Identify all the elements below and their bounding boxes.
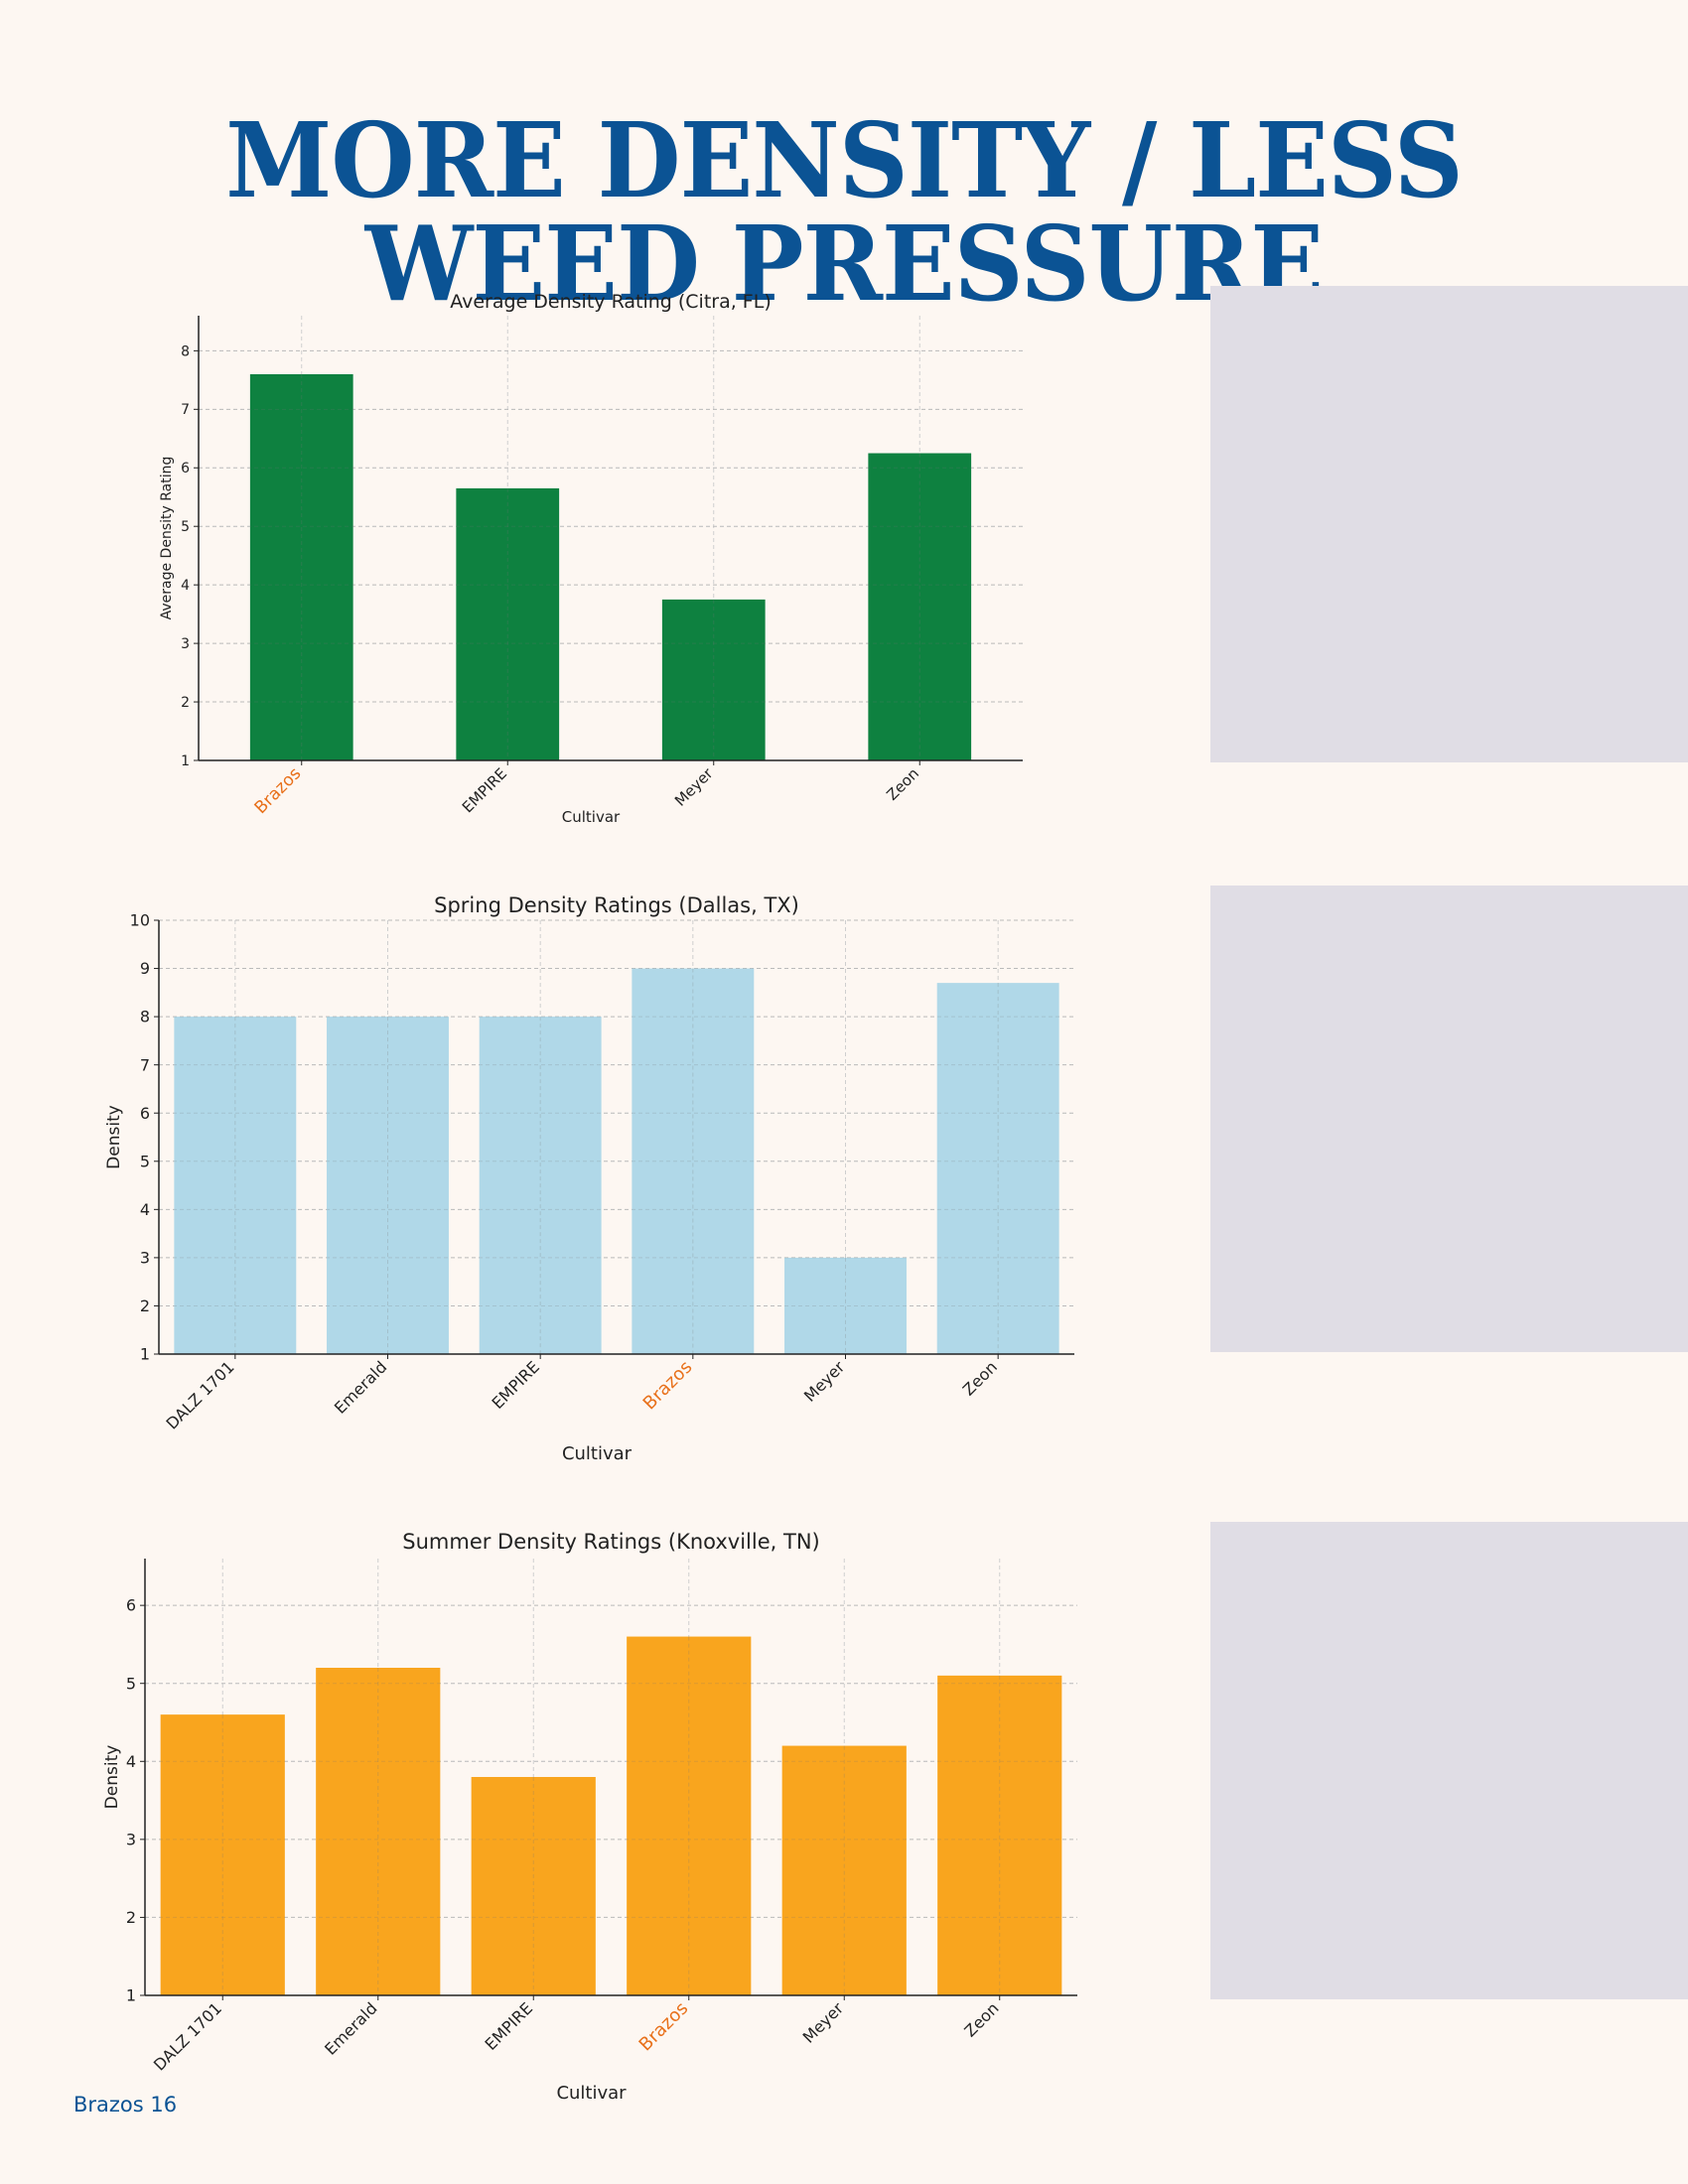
x-tick-label-meyer: Meyer [799,1998,848,2047]
y-tick-label: 10 [130,911,150,930]
y-tick-label: 5 [140,1152,150,1170]
y-tick-label: 7 [181,402,190,418]
y-tick-label: 3 [181,636,190,652]
y-tick-label: 9 [140,959,150,978]
bar-brazos [632,968,755,1354]
y-tick-label: 4 [126,1752,136,1771]
y-axis-label: Density [102,1745,122,1810]
y-axis-label: Density [104,1105,124,1169]
bar-emerald [316,1668,441,1995]
x-tick-label-zeon: Zeon [883,764,922,804]
bar-brazos [249,373,353,760]
side-panel-middle [1210,886,1688,1352]
bar-meyer [781,1745,907,1995]
x-tick-label-meyer: Meyer [800,1357,849,1406]
y-tick-label: 5 [126,1674,136,1693]
y-tick-label: 4 [181,578,190,594]
y-tick-label: 4 [140,1200,150,1219]
y-tick-label: 6 [140,1104,150,1123]
x-tick-label-empire: EMPIRE [482,1998,537,2054]
x-axis-label: Cultivar [562,808,621,826]
y-tick-label: 1 [181,753,190,769]
x-tick-label-empire: EMPIRE [459,764,510,816]
bar-emerald [327,1017,449,1354]
x-tick-label-brazos: Brazos [639,1357,697,1415]
y-tick-label: 1 [140,1345,150,1364]
x-tick-label-meyer: Meyer [671,764,717,810]
y-tick-label: 2 [126,1908,136,1927]
chart-title: Average Density Rating (Citra, FL) [450,291,772,313]
bar-dalz-1701 [160,1714,285,1995]
x-tick-label-empire: EMPIRE [488,1357,543,1413]
x-tick-label-brazos: Brazos [251,763,306,818]
y-tick-label: 6 [181,461,190,477]
bar-dalz-1701 [174,1017,297,1354]
y-tick-label: 2 [140,1297,150,1315]
bar-brazos [627,1636,752,1995]
side-panel-bottom [1210,1522,1688,1999]
x-tick-label-emerald: Emerald [331,1357,390,1417]
dallas-spring-density-chart: 1 2 3 4 5 6 7 8 9 10 DALZ 1701 Emerald EMPIRE Brazos M… [104,893,1074,1464]
y-tick-label: 7 [140,1055,150,1074]
y-axis-label: Average Density Rating [159,457,175,620]
x-tick-label-zeon: Zeon [960,1998,1002,2040]
side-panel-top [1210,286,1688,762]
bar-empire [456,487,560,760]
x-tick-label-emerald: Emerald [321,1998,380,2058]
page-footer: Brazos 16 [73,2093,178,2116]
y-tick-label: 8 [140,1008,150,1026]
x-tick-label-brazos: Brazos [635,1998,693,2056]
x-axis-label: Cultivar [556,2083,627,2104]
bar-zeon [937,1675,1062,1995]
bar-zeon [936,983,1059,1354]
x-tick-label-dalz-1701: DALZ 1701 [150,1998,225,2074]
knoxville-summer-density-chart: 1 2 3 4 5 6 DALZ 1701 Emerald EMPIRE Brazos Meyer Z… [102,1530,1077,2104]
citra-density-chart: 1 2 3 4 5 6 7 8 Brazos EMPIRE Meyer Zeon Average Den… [159,291,1023,826]
bar-meyer [784,1257,907,1354]
y-tick-label: 6 [126,1596,136,1615]
y-tick-label: 5 [181,519,190,535]
bar-empire [471,1777,596,1995]
y-tick-label: 2 [181,695,190,711]
x-axis-label: Cultivar [562,1443,633,1464]
chart-title: Spring Density Ratings (Dallas, TX) [434,893,799,917]
bar-meyer [661,599,766,760]
y-tick-label: 3 [140,1248,150,1267]
bar-zeon [868,453,972,760]
x-tick-label-dalz-1701: DALZ 1701 [163,1357,238,1433]
y-tick-label: 8 [181,343,190,359]
page-headline: MORE DENSITY / LESS WEED PRESSURE [225,99,1463,325]
chart-title: Summer Density Ratings (Knoxville, TN) [402,1530,819,1554]
y-tick-label: 1 [126,1986,136,2005]
bar-empire [479,1017,602,1354]
y-tick-label: 3 [126,1830,136,1848]
x-tick-label-zeon: Zeon [959,1357,1001,1399]
